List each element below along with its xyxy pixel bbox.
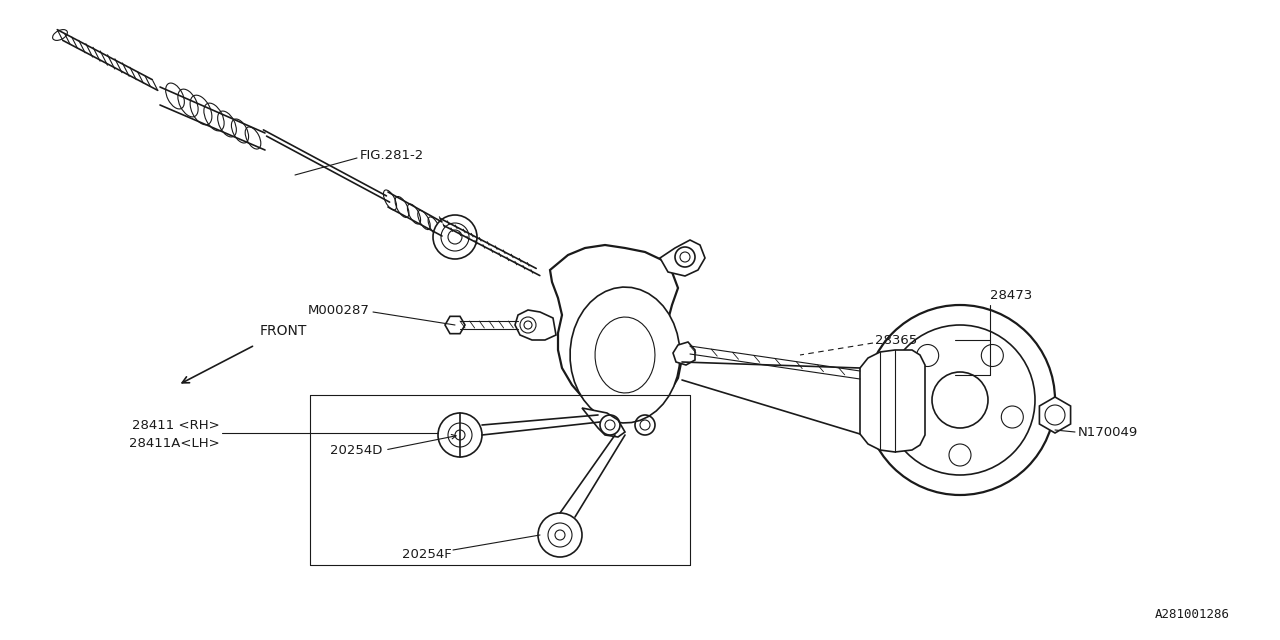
Polygon shape [673,342,695,365]
Text: 28365: 28365 [876,333,918,346]
Circle shape [982,344,1004,367]
Polygon shape [570,287,680,423]
Circle shape [865,305,1055,495]
Text: 20254D: 20254D [330,444,381,456]
Circle shape [433,215,477,259]
Text: A281001286: A281001286 [1155,609,1230,621]
Text: N170049: N170049 [1078,426,1138,438]
Circle shape [548,523,572,547]
Text: 28411 <RH>: 28411 <RH> [132,419,220,431]
Polygon shape [582,408,625,437]
Polygon shape [1039,397,1070,433]
Circle shape [916,344,938,367]
Text: M000287: M000287 [308,303,370,317]
Circle shape [538,513,582,557]
Polygon shape [860,350,925,452]
Circle shape [438,413,483,457]
Polygon shape [550,245,682,415]
Text: 28411A<LH>: 28411A<LH> [129,436,220,449]
Text: 28473: 28473 [989,289,1032,301]
Text: FIG.281-2: FIG.281-2 [360,148,424,161]
Circle shape [448,423,472,447]
Polygon shape [515,310,556,340]
Text: FRONT: FRONT [260,324,307,338]
Circle shape [884,325,1036,475]
Circle shape [948,444,972,466]
Polygon shape [595,317,655,393]
Polygon shape [660,240,705,276]
Text: 20254F: 20254F [402,548,452,561]
Circle shape [1001,406,1023,428]
Polygon shape [445,316,465,333]
Circle shape [897,406,919,428]
